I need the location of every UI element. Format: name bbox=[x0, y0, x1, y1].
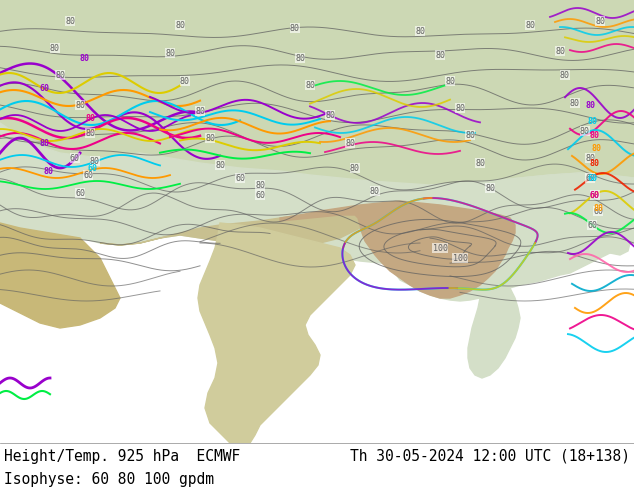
Text: 80: 80 bbox=[585, 153, 595, 163]
Text: 80: 80 bbox=[50, 44, 60, 52]
Text: 80: 80 bbox=[455, 103, 465, 113]
Text: 80: 80 bbox=[85, 114, 95, 122]
Text: 60: 60 bbox=[40, 83, 50, 93]
Text: 80: 80 bbox=[85, 128, 95, 138]
Text: 80: 80 bbox=[525, 21, 535, 29]
Text: 80: 80 bbox=[465, 130, 475, 140]
Text: 60: 60 bbox=[590, 191, 600, 199]
Text: 60: 60 bbox=[83, 171, 93, 179]
Text: 80: 80 bbox=[55, 71, 65, 79]
Text: 60: 60 bbox=[589, 191, 599, 199]
Text: 80: 80 bbox=[475, 158, 485, 168]
Polygon shape bbox=[0, 123, 634, 267]
Text: 80: 80 bbox=[435, 50, 445, 59]
Text: 80: 80 bbox=[75, 100, 85, 109]
Text: 80: 80 bbox=[345, 139, 355, 147]
Polygon shape bbox=[590, 211, 630, 255]
Text: 80: 80 bbox=[485, 183, 495, 193]
Text: 80: 80 bbox=[370, 187, 380, 196]
Text: 100: 100 bbox=[432, 244, 448, 252]
Text: 60: 60 bbox=[587, 220, 597, 229]
Text: Isophyse: 60 80 100 gpdm: Isophyse: 60 80 100 gpdm bbox=[4, 472, 214, 487]
Text: 80: 80 bbox=[65, 17, 75, 25]
Text: 80: 80 bbox=[43, 167, 53, 175]
Text: 60: 60 bbox=[587, 173, 597, 182]
Text: 80: 80 bbox=[290, 24, 300, 32]
Text: 80: 80 bbox=[175, 21, 185, 29]
Text: 80: 80 bbox=[180, 76, 190, 85]
Polygon shape bbox=[468, 288, 520, 378]
Text: 60: 60 bbox=[255, 191, 265, 199]
Text: 80: 80 bbox=[590, 158, 600, 168]
Text: 80: 80 bbox=[305, 80, 315, 90]
Text: 60: 60 bbox=[585, 173, 595, 182]
Text: 80: 80 bbox=[588, 117, 598, 125]
Text: 80: 80 bbox=[580, 126, 590, 136]
Text: 80: 80 bbox=[445, 76, 455, 85]
Polygon shape bbox=[393, 173, 634, 301]
Text: 100: 100 bbox=[453, 253, 467, 263]
Text: 60: 60 bbox=[70, 153, 80, 163]
Polygon shape bbox=[100, 211, 370, 251]
Text: 80: 80 bbox=[165, 49, 175, 57]
Text: 80: 80 bbox=[590, 130, 600, 140]
Text: 80: 80 bbox=[415, 26, 425, 35]
Text: 80: 80 bbox=[350, 164, 360, 172]
Text: 80: 80 bbox=[40, 139, 50, 147]
Text: 80: 80 bbox=[195, 106, 205, 116]
Text: 80: 80 bbox=[585, 100, 595, 109]
Text: 60: 60 bbox=[235, 173, 245, 182]
Text: 60: 60 bbox=[87, 164, 97, 172]
Text: 60: 60 bbox=[593, 206, 603, 216]
Polygon shape bbox=[0, 223, 120, 328]
Text: 80: 80 bbox=[555, 47, 565, 55]
Text: 80: 80 bbox=[560, 71, 570, 79]
Text: 80: 80 bbox=[205, 133, 215, 143]
Text: 80: 80 bbox=[255, 180, 265, 190]
Text: 80: 80 bbox=[295, 53, 305, 63]
Text: Height/Temp. 925 hPa  ECMWF: Height/Temp. 925 hPa ECMWF bbox=[4, 449, 240, 464]
Text: 80: 80 bbox=[570, 98, 580, 107]
Text: 80: 80 bbox=[593, 203, 603, 213]
Text: 60: 60 bbox=[75, 189, 85, 197]
Text: 80: 80 bbox=[592, 144, 602, 152]
Text: 80: 80 bbox=[90, 156, 100, 166]
Text: 80: 80 bbox=[80, 53, 90, 63]
Text: 80: 80 bbox=[215, 161, 225, 170]
Polygon shape bbox=[198, 223, 355, 443]
Text: Th 30-05-2024 12:00 UTC (18+138): Th 30-05-2024 12:00 UTC (18+138) bbox=[350, 449, 630, 464]
Polygon shape bbox=[0, 0, 634, 185]
Text: 80: 80 bbox=[325, 111, 335, 120]
Polygon shape bbox=[280, 201, 515, 298]
Text: 80: 80 bbox=[595, 17, 605, 25]
